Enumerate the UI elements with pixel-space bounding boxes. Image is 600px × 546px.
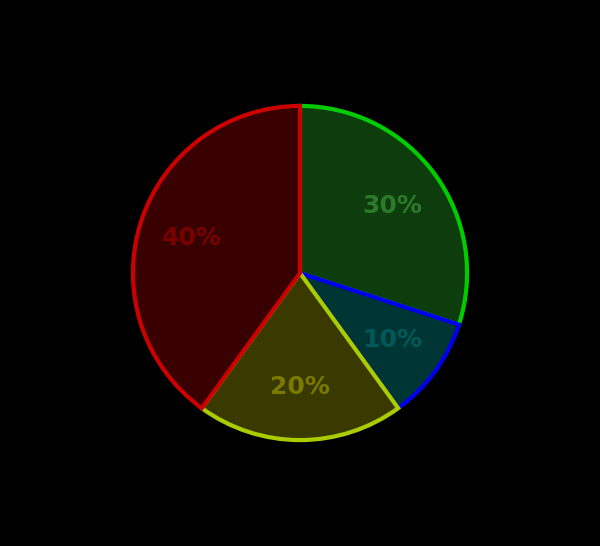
Wedge shape xyxy=(300,106,467,325)
Wedge shape xyxy=(133,106,300,408)
Text: 10%: 10% xyxy=(362,328,422,352)
Text: 30%: 30% xyxy=(362,194,422,218)
Wedge shape xyxy=(300,273,459,408)
Text: 20%: 20% xyxy=(270,375,330,399)
Text: 40%: 40% xyxy=(161,225,221,250)
Wedge shape xyxy=(202,273,398,440)
